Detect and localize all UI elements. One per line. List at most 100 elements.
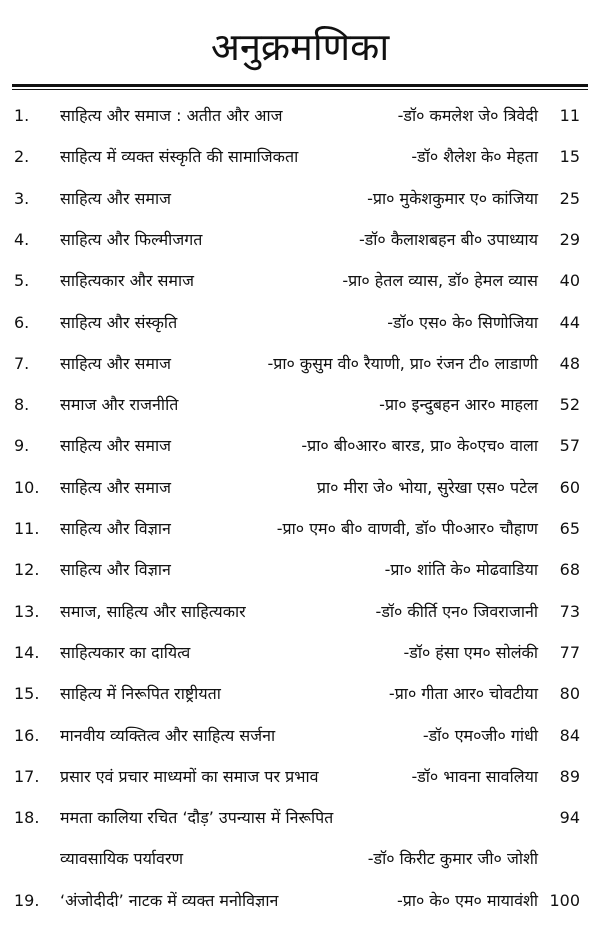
entry-title: ममता कालिया रचित ‘दौड़’ उपन्यास में निरू… (60, 808, 334, 828)
entry-number: 6. (14, 312, 30, 332)
entry-author: -डॉ० कीर्ति एन० जिवराजानी (375, 601, 538, 621)
entry-number: 16. (14, 725, 40, 745)
entry-page: 52 (559, 395, 580, 415)
entry-title: मानवीय व्यक्तित्व और साहित्य सर्जना (60, 725, 276, 745)
entry-page: 60 (559, 477, 580, 497)
entry-author: -डॉ० एम०जी० गांधी (422, 725, 538, 745)
toc-entry: 4. साहित्य और फिल्मीजगत -डॉ० कैलाशबहन बी० … (0, 228, 600, 252)
entry-title: साहित्यकार और समाज (60, 271, 194, 291)
entry-author: -डॉ० कमलेश जे० त्रिवेदी (397, 106, 538, 125)
entry-title: साहित्य और समाज : अतीत और आज (60, 106, 283, 125)
entry-title: साहित्य और समाज (60, 353, 172, 373)
toc-entry: 2. साहित्य में व्यक्त संस्कृति की सामाजिक… (0, 145, 600, 169)
entry-title: साहित्य और संस्कृति (60, 312, 178, 332)
entry-number: 15. (14, 684, 40, 704)
entry-number: 19. (14, 890, 40, 910)
toc-entry: 5. साहित्यकार और समाज -प्रा० हेतल व्यास, ड… (0, 269, 600, 293)
entry-title: समाज और राजनीति (60, 395, 179, 415)
entry-author: -प्रा० शांति के० मोढवाडिया (384, 560, 538, 580)
entry-title: ‘अंजोदीदी’ नाटक में व्यक्त मनोविज्ञान (60, 890, 279, 910)
entry-number: 3. (14, 188, 30, 208)
entry-number: 2. (14, 147, 30, 167)
toc-entry: 6. साहित्य और संस्कृति -डॉ० एस० के० सिणोजि… (0, 311, 600, 335)
entry-page: 25 (559, 188, 580, 208)
toc-entry: 16. मानवीय व्यक्तित्व और साहित्य सर्जना -ड… (0, 724, 600, 748)
entry-page: 68 (559, 560, 580, 580)
entry-author: -प्रा० इन्दुबहन आर० माहला (379, 395, 538, 415)
toc-entry: 8. समाज और राजनीति -प्रा० इन्दुबहन आर० माह… (0, 393, 600, 417)
toc-entry: 19. ‘अंजोदीदी’ नाटक में व्यक्त मनोविज्ञान… (0, 889, 600, 913)
entry-author: प्रा० मीरा जे० भोया, सुरेखा एस० पटेल (316, 477, 538, 497)
entry-title: साहित्यकार का दायित्व (60, 642, 191, 662)
title-rule (12, 84, 588, 87)
entry-title: साहित्य में निरूपित राष्ट्रीयता (60, 684, 221, 704)
entry-title: साहित्य और समाज (60, 436, 172, 456)
toc-entry: 12. साहित्य और विज्ञान -प्रा० शांति के० मो… (0, 558, 600, 582)
entry-page: 65 (559, 519, 580, 538)
entry-page: 29 (559, 229, 580, 249)
entry-title: साहित्य में व्यक्त संस्कृति की सामाजिकता (60, 147, 299, 167)
entry-number: 9. (14, 436, 30, 456)
entry-number: 11. (14, 519, 40, 538)
entry-title: साहित्य और समाज (60, 188, 172, 208)
entry-number: 10. (14, 477, 40, 497)
entry-author: -डॉ० शैलेश के० मेहता (411, 147, 538, 167)
toc-entry: 17. प्रसार एवं प्रचार माध्यमों का समाज पर… (0, 765, 600, 789)
entry-number: 5. (14, 271, 30, 291)
toc-entry: 10. साहित्य और समाज प्रा० मीरा जे० भोया, स… (0, 476, 600, 500)
entry-author: -प्रा० गीता आर० चोवटीया (388, 684, 538, 704)
entry-title: साहित्य और विज्ञान (60, 560, 171, 580)
entry-number: 13. (14, 601, 40, 621)
entry-page: 73 (559, 601, 580, 621)
entry-author: -डॉ० कैलाशबहन बी० उपाध्याय (358, 229, 538, 249)
toc-entry: 18. ममता कालिया रचित ‘दौड़’ उपन्यास में न… (0, 806, 600, 830)
entry-page: 57 (559, 436, 580, 456)
toc-entry: 13. समाज, साहित्य और साहित्यकार -डॉ० कीर्त… (0, 600, 600, 624)
entry-page: 89 (559, 766, 580, 786)
entry-number: 7. (14, 353, 30, 373)
toc-entry: 3. साहित्य और समाज -प्रा० मुकेशकुमार ए० का… (0, 187, 600, 211)
entry-page: 94 (559, 808, 580, 828)
toc-entry: 11. साहित्य और विज्ञान -प्रा० एम० बी० वाणव… (0, 517, 600, 541)
entry-page: 11 (559, 106, 580, 125)
toc-entry: 15. साहित्य में निरूपित राष्ट्रीयता -प्रा०… (0, 682, 600, 706)
entry-title: साहित्य और फिल्मीजगत (60, 229, 203, 249)
toc-entry: 14. साहित्यकार का दायित्व -डॉ० हंसा एम० सो… (0, 641, 600, 665)
entry-number: 12. (14, 560, 40, 580)
entry-author: -डॉ० भावना सावलिया (411, 766, 538, 786)
entry-number: 8. (14, 395, 30, 415)
entry-author: -डॉ० किरीट कुमार जी० जोशी (367, 849, 538, 869)
title-rule-thin (12, 89, 588, 90)
entry-title: साहित्य और समाज (60, 477, 172, 497)
entry-author: -डॉ० एस० के० सिणोजिया (387, 312, 538, 332)
entry-page: 44 (559, 312, 580, 332)
entry-number: 17. (14, 766, 40, 786)
toc-entry: 9. साहित्य और समाज -प्रा० बी०आर० बारड, प्र… (0, 434, 600, 458)
page-title: अनुक्रमणिका (210, 25, 390, 69)
entry-page: 77 (559, 642, 580, 662)
entry-author: -प्रा० कुसुम वी० रैयाणी, प्रा० रंजन टी० … (267, 353, 538, 373)
entry-page: 48 (559, 353, 580, 373)
entry-author: -डॉ० हंसा एम० सोलंकी (403, 642, 539, 662)
entry-number: 4. (14, 229, 30, 249)
entry-page: 15 (559, 147, 580, 167)
entry-title: साहित्य और विज्ञान (60, 519, 171, 538)
entry-author: -प्रा० बी०आर० बारड, प्रा० के०एच० वाला (301, 436, 538, 456)
entry-page: 84 (559, 725, 580, 745)
entry-title: समाज, साहित्य और साहित्यकार (60, 601, 246, 621)
toc-entry: 1. साहित्य और समाज : अतीत और आज -डॉ० कमलेश… (0, 104, 600, 128)
entry-page: 40 (559, 271, 580, 291)
entry-author: -प्रा० मुकेशकुमार ए० कांजिया (367, 188, 538, 208)
toc-entry: 7. साहित्य और समाज -प्रा० कुसुम वी० रैयाणी… (0, 352, 600, 376)
entry-page: 100 (549, 890, 580, 910)
entry-title: प्रसार एवं प्रचार माध्यमों का समाज पर प्… (60, 766, 319, 786)
entry-author: -प्रा० हेतल व्यास, डॉ० हेमल व्यास (342, 271, 538, 291)
entry-title-line2: व्यावसायिक पर्यावरण (60, 849, 184, 869)
entry-author: -प्रा० एम० बी० वाणवी, डॉ० पी०आर० चौहाण (276, 519, 538, 538)
entry-number: 18. (14, 808, 40, 828)
toc-entry-continuation: व्यावसायिक पर्यावरण -डॉ० किरीट कुमार जी० … (0, 847, 600, 871)
entry-number: 14. (14, 642, 40, 662)
entry-number: 1. (14, 106, 30, 125)
entry-page: 80 (559, 684, 580, 704)
entry-author: -प्रा० के० एम० मायावंशी (397, 890, 538, 910)
